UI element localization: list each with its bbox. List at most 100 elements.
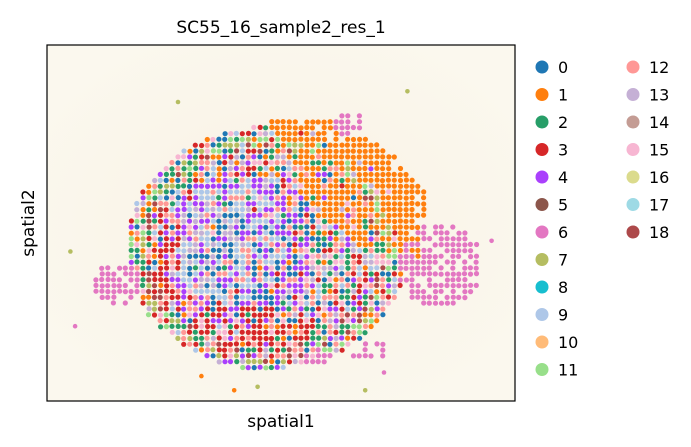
spot-cluster-11 (345, 160, 351, 166)
spot-cluster-4 (216, 201, 222, 207)
spot-cluster-15 (391, 236, 397, 242)
spot-cluster-3 (251, 329, 257, 336)
spot-cluster-12 (380, 306, 386, 312)
spot-cluster-3 (351, 335, 357, 341)
spot-cluster-6 (327, 353, 333, 359)
spot-cluster-15 (303, 317, 310, 324)
legend-marker-2 (535, 115, 549, 129)
spot-cluster-0 (204, 283, 210, 289)
spot-cluster-6 (473, 282, 479, 288)
spot-cluster-9 (263, 195, 269, 201)
spot-cluster-6 (117, 288, 123, 294)
spot-cluster-4 (222, 312, 228, 318)
spot-cluster-6 (462, 265, 468, 271)
spot-cluster-12 (286, 183, 292, 189)
spot-cluster-3 (280, 341, 287, 347)
spot-cluster-7 (245, 359, 251, 365)
spot-cluster-0 (251, 230, 257, 236)
spot-cluster-1 (368, 323, 374, 330)
spot-cluster-9 (339, 265, 345, 271)
spot-cluster-18 (146, 224, 152, 230)
spot-cluster-1 (403, 212, 409, 218)
spot-cluster-2 (193, 335, 199, 342)
spot-cluster-1 (392, 212, 398, 218)
spot-cluster-15 (303, 277, 310, 283)
spot-cluster-2 (193, 165, 199, 171)
spot-cluster-3 (198, 329, 204, 335)
spot-cluster-4 (187, 236, 193, 242)
spot-cluster-9 (233, 207, 240, 213)
spot-cluster-2 (169, 171, 176, 177)
spot-cluster-13 (350, 242, 356, 248)
spot-cluster-2 (374, 241, 380, 247)
spot-cluster-4 (228, 318, 234, 324)
spot-cluster-2 (157, 183, 163, 189)
spot-cluster-4 (263, 253, 269, 259)
spot-cluster-4 (275, 242, 281, 248)
spot-cluster-1 (356, 172, 362, 178)
spot-cluster-6 (116, 283, 122, 289)
spot-cluster-6 (128, 277, 134, 283)
spot-cluster-15 (298, 300, 304, 306)
spot-cluster-12 (268, 323, 275, 330)
spot-cluster-2 (362, 247, 369, 253)
spot-cluster-4 (351, 300, 357, 306)
spot-cluster-0 (199, 253, 205, 259)
spot-cluster-3 (187, 195, 193, 201)
spot-cluster-9 (321, 271, 327, 277)
spot-cluster-4 (233, 271, 239, 277)
spot-cluster-6 (415, 271, 421, 277)
spot-cluster-4 (263, 317, 269, 323)
spot-cluster-4 (163, 253, 169, 260)
spot-cluster-3 (280, 177, 286, 183)
spot-cluster-15 (198, 318, 205, 324)
spot-cluster-0 (327, 341, 333, 347)
spot-cluster-2 (146, 207, 152, 213)
spot-cluster-4 (140, 195, 146, 201)
spot-cluster-2 (216, 195, 222, 201)
spot-cluster-13 (227, 230, 234, 236)
spot-cluster-13 (351, 171, 357, 177)
spot-cluster-4 (298, 288, 304, 294)
spot-cluster-11 (263, 365, 269, 371)
spot-cluster-9 (222, 300, 228, 306)
spot-cluster-13 (222, 247, 228, 254)
spot-cluster-1 (386, 154, 392, 160)
legend-item-11: 11 (535, 361, 578, 380)
spot-cluster-6 (426, 259, 433, 265)
spot-cluster-1 (280, 124, 286, 130)
spot-cluster-15 (169, 329, 175, 335)
spot-cluster-6 (450, 247, 456, 254)
spot-cluster-1 (374, 172, 380, 178)
spot-cluster-6 (462, 277, 468, 283)
legend-item-14: 14 (626, 113, 669, 132)
spot-cluster-1 (374, 142, 380, 148)
spot-cluster-0 (234, 230, 240, 236)
spot-cluster-1 (368, 154, 374, 160)
spot-cluster-12 (280, 189, 286, 195)
spot-cluster-0 (169, 224, 175, 230)
spot-cluster-7 (405, 89, 410, 94)
spot-cluster-6 (444, 236, 450, 242)
spot-cluster-4 (268, 207, 274, 213)
spot-cluster-0 (315, 318, 321, 324)
spot-cluster-11 (216, 148, 222, 154)
spot-cluster-1 (368, 160, 374, 166)
spot-cluster-6 (310, 359, 316, 365)
spot-cluster-12 (181, 335, 187, 342)
spot-cluster-3 (251, 165, 257, 171)
spot-cluster-12 (240, 247, 246, 253)
spot-cluster-1 (309, 142, 316, 148)
spot-cluster-11 (345, 171, 351, 177)
spot-cluster-4 (304, 241, 310, 247)
spot-cluster-6 (403, 265, 409, 271)
spot-cluster-6 (450, 271, 456, 277)
spot-cluster-1 (397, 177, 404, 184)
spot-cluster-3 (163, 224, 169, 230)
spot-cluster-1 (409, 195, 415, 201)
spot-cluster-4 (351, 277, 357, 283)
spot-cluster-0 (222, 183, 228, 189)
spot-cluster-4 (257, 300, 263, 306)
spot-cluster-1 (269, 119, 275, 125)
spot-cluster-1 (357, 177, 363, 183)
